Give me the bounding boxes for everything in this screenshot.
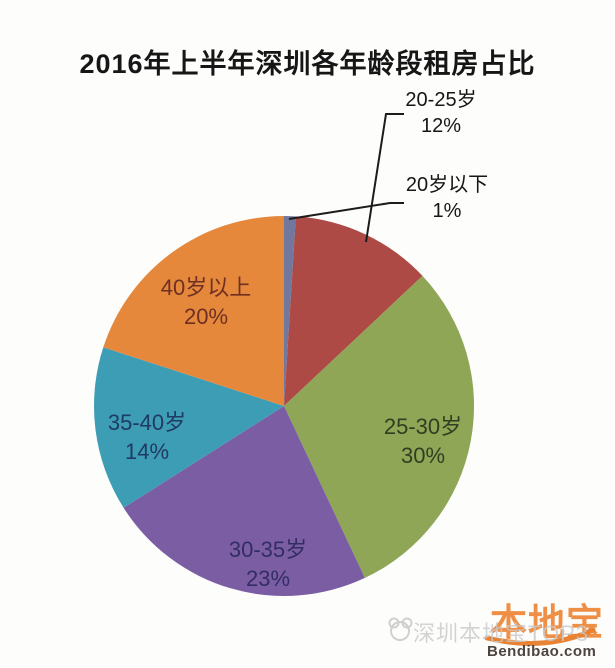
label-20-25-value: 12%: [420, 115, 462, 137]
label-35-40-value: 14%: [124, 439, 170, 464]
watermark-overlay-text: 深圳本地宝TOP3: [413, 621, 590, 646]
label-under-20-name: 20岁以下: [405, 174, 489, 196]
pie-slice-4: [94, 347, 285, 508]
label-under-20: 20岁以下 1%: [406, 172, 488, 224]
label-under-20-value: 1%: [432, 200, 462, 222]
label-over-40-value: 20%: [183, 304, 229, 329]
watermark-site-text: Bendibao.com: [487, 643, 597, 660]
label-30-35: 30-35岁 23%: [229, 535, 307, 593]
label-20-25-name: 20-25岁: [405, 89, 477, 111]
leader-line-20-25: [365, 113, 404, 243]
logo-swoosh: [484, 627, 596, 646]
pie-slices: [94, 216, 475, 596]
pie-slice-0: [284, 216, 296, 406]
watermark: 本地宝 深圳本地宝TOP3 Bendibao.com: [385, 590, 615, 668]
label-over-40-name: 40岁以上: [160, 275, 252, 300]
pie-slice-5: [103, 216, 284, 406]
pie-slice-2: [284, 275, 475, 578]
label-30-35-value: 23%: [245, 566, 291, 591]
mascot-icon: [388, 617, 413, 641]
pie-slice-1: [284, 216, 423, 406]
chart-title: 2016年上半年深圳各年龄段租房占比: [79, 49, 536, 79]
label-25-30-name: 25-30岁: [383, 414, 463, 439]
watermark-graphics: [484, 627, 596, 646]
label-35-40-name: 35-40岁: [107, 410, 187, 435]
leader-line-under-20: [288, 202, 404, 220]
label-25-30: 25-30岁 30%: [384, 412, 462, 470]
label-over-40: 40岁以上 20%: [161, 273, 251, 331]
label-25-30-value: 30%: [400, 443, 446, 468]
label-20-25: 20-25岁 12%: [405, 87, 476, 139]
label-35-40: 35-40岁 14%: [108, 408, 186, 466]
pie-slice-3: [123, 406, 365, 596]
label-30-35-name: 30-35岁: [228, 537, 308, 562]
